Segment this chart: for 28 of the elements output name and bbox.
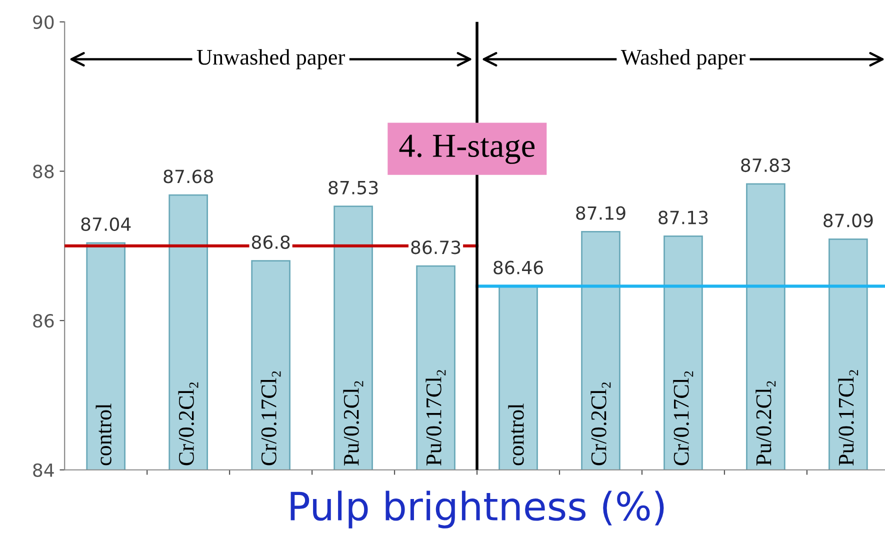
data-label: 87.13	[658, 210, 708, 224]
data-label: 87.83	[741, 158, 790, 172]
x-tick-label: Cr/0.17Cl₂	[673, 371, 694, 466]
annotation: Unwashed paper	[196, 49, 345, 70]
annotation: 4. H-stage	[399, 134, 534, 164]
data-label: 87.04	[81, 217, 131, 232]
x-tick-label: Cr/0.2Cl₂	[178, 382, 198, 466]
x-tick-label: Pu/0.17Cl₂	[426, 370, 446, 466]
x-tick-label: Pu/0.2Cl₂	[756, 381, 776, 466]
data-label: 86.73	[411, 240, 460, 254]
data-label: 86.8	[252, 235, 290, 249]
y-tick-label: 90	[33, 15, 54, 29]
x-tick-label: control	[96, 404, 112, 466]
x-tick-label: control	[508, 404, 524, 466]
x-tick-label: Pu/0.2Cl₂	[343, 381, 364, 466]
data-label: 87.19	[576, 206, 626, 220]
annotation: Washed paper	[620, 49, 746, 70]
y-tick-label: 86	[33, 314, 54, 328]
data-label: 87.09	[824, 214, 873, 228]
y-tick-label: 88	[33, 164, 54, 178]
data-label: 86.46	[494, 260, 543, 274]
x-tick-label: Cr/0.17Cl₂	[260, 371, 281, 466]
x-tick-label: Pu/0.17Cl₂	[838, 370, 858, 466]
data-label: 87.53	[328, 180, 378, 194]
x-axis-title: Pulp brightness (%)	[290, 490, 664, 528]
data-label: 87.68	[164, 170, 213, 184]
x-tick-label: Cr/0.2Cl₂	[590, 382, 611, 466]
y-tick-label: 84	[33, 463, 54, 477]
